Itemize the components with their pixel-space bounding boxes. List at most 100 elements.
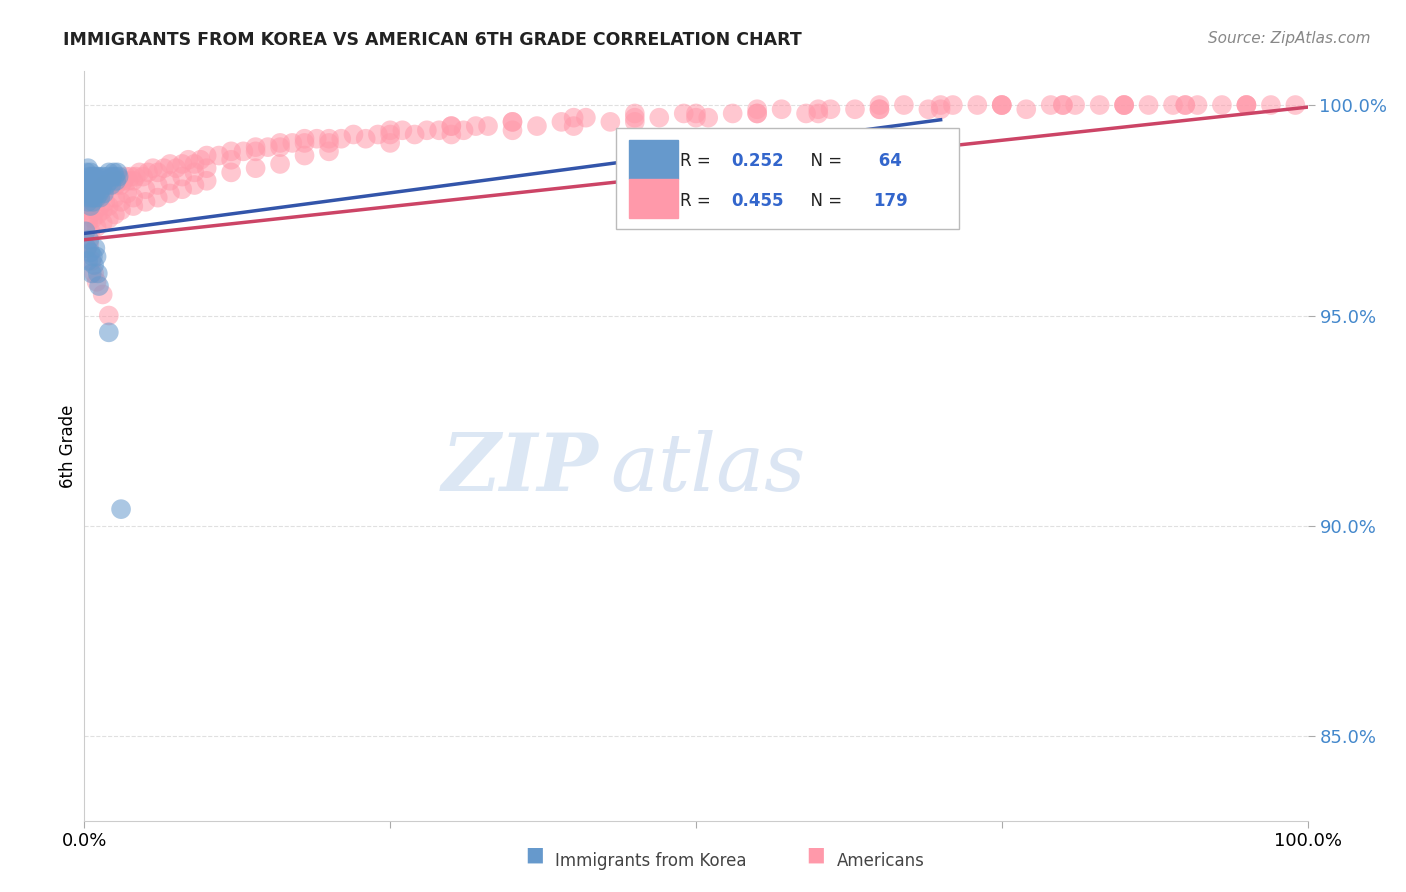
Point [281, 136, 304, 150]
Point [110, 203, 132, 218]
Point [354, 132, 377, 146]
Point [440, 119, 463, 133]
Point [84, 186, 107, 201]
Point [747, 102, 769, 116]
Point [83, 169, 105, 184]
Point [624, 111, 647, 125]
Point [94, 174, 117, 188]
Point [1161, 98, 1184, 112]
Point [115, 186, 138, 201]
Point [526, 119, 548, 133]
Point [91, 178, 114, 192]
Point [562, 119, 585, 133]
Point [86, 169, 108, 184]
Point [172, 182, 194, 196]
Point [1052, 98, 1074, 112]
Point [807, 102, 830, 116]
Point [110, 194, 132, 209]
Point [97, 165, 120, 179]
Point [89, 178, 111, 192]
Point [97, 199, 120, 213]
Point [1260, 98, 1282, 112]
Point [83, 191, 105, 205]
Point [380, 136, 402, 150]
Point [991, 98, 1014, 112]
Point [183, 157, 205, 171]
Point [1174, 98, 1197, 112]
Point [84, 186, 107, 201]
Point [453, 123, 475, 137]
Point [125, 169, 148, 184]
Point [75, 178, 97, 192]
Point [624, 115, 647, 129]
Point [87, 169, 110, 184]
Point [502, 123, 524, 137]
Point [929, 98, 952, 112]
Text: 179: 179 [873, 192, 908, 211]
FancyBboxPatch shape [628, 179, 678, 219]
Point [219, 145, 242, 159]
Point [96, 182, 118, 196]
Point [77, 216, 100, 230]
Point [104, 207, 127, 221]
Point [380, 123, 402, 137]
Point [942, 98, 965, 112]
Point [105, 165, 128, 179]
Point [77, 191, 100, 205]
Text: ▪: ▪ [524, 840, 544, 870]
Point [93, 182, 115, 196]
Point [91, 178, 114, 192]
FancyBboxPatch shape [616, 128, 959, 228]
Point [966, 98, 988, 112]
Point [87, 279, 110, 293]
Point [115, 169, 138, 184]
Point [1052, 98, 1074, 112]
Point [105, 178, 128, 192]
Point [76, 241, 98, 255]
Point [269, 157, 291, 171]
Point [82, 186, 104, 201]
Point [245, 140, 267, 154]
Point [79, 186, 101, 201]
Point [77, 174, 100, 188]
Point [87, 207, 110, 221]
Point [869, 98, 891, 112]
Text: ZIP: ZIP [441, 430, 598, 508]
Text: R =: R = [681, 192, 716, 211]
Point [1174, 98, 1197, 112]
Point [77, 233, 100, 247]
Point [79, 224, 101, 238]
Point [380, 128, 402, 142]
Text: Americans: Americans [837, 852, 925, 870]
Point [747, 106, 769, 120]
Text: N =: N = [800, 153, 848, 170]
Point [90, 182, 112, 196]
Point [79, 207, 101, 221]
Point [77, 182, 100, 196]
Point [172, 157, 194, 171]
Point [97, 174, 120, 188]
Point [721, 106, 744, 120]
Y-axis label: 6th Grade: 6th Grade [59, 404, 77, 488]
Point [232, 145, 254, 159]
Point [1236, 98, 1258, 112]
Point [79, 194, 101, 209]
Point [112, 174, 135, 188]
Point [80, 169, 103, 184]
Point [991, 98, 1014, 112]
Point [110, 502, 132, 516]
Point [83, 191, 105, 205]
Point [77, 194, 100, 209]
Point [75, 203, 97, 218]
Text: Source: ZipAtlas.com: Source: ZipAtlas.com [1208, 31, 1371, 46]
Point [87, 182, 110, 196]
Point [82, 186, 104, 201]
Point [146, 191, 169, 205]
Point [93, 186, 115, 201]
Point [183, 178, 205, 192]
Point [101, 169, 124, 184]
Point [87, 267, 110, 281]
Point [94, 178, 117, 192]
Text: ▪: ▪ [806, 840, 825, 870]
Text: 0.455: 0.455 [731, 192, 785, 211]
